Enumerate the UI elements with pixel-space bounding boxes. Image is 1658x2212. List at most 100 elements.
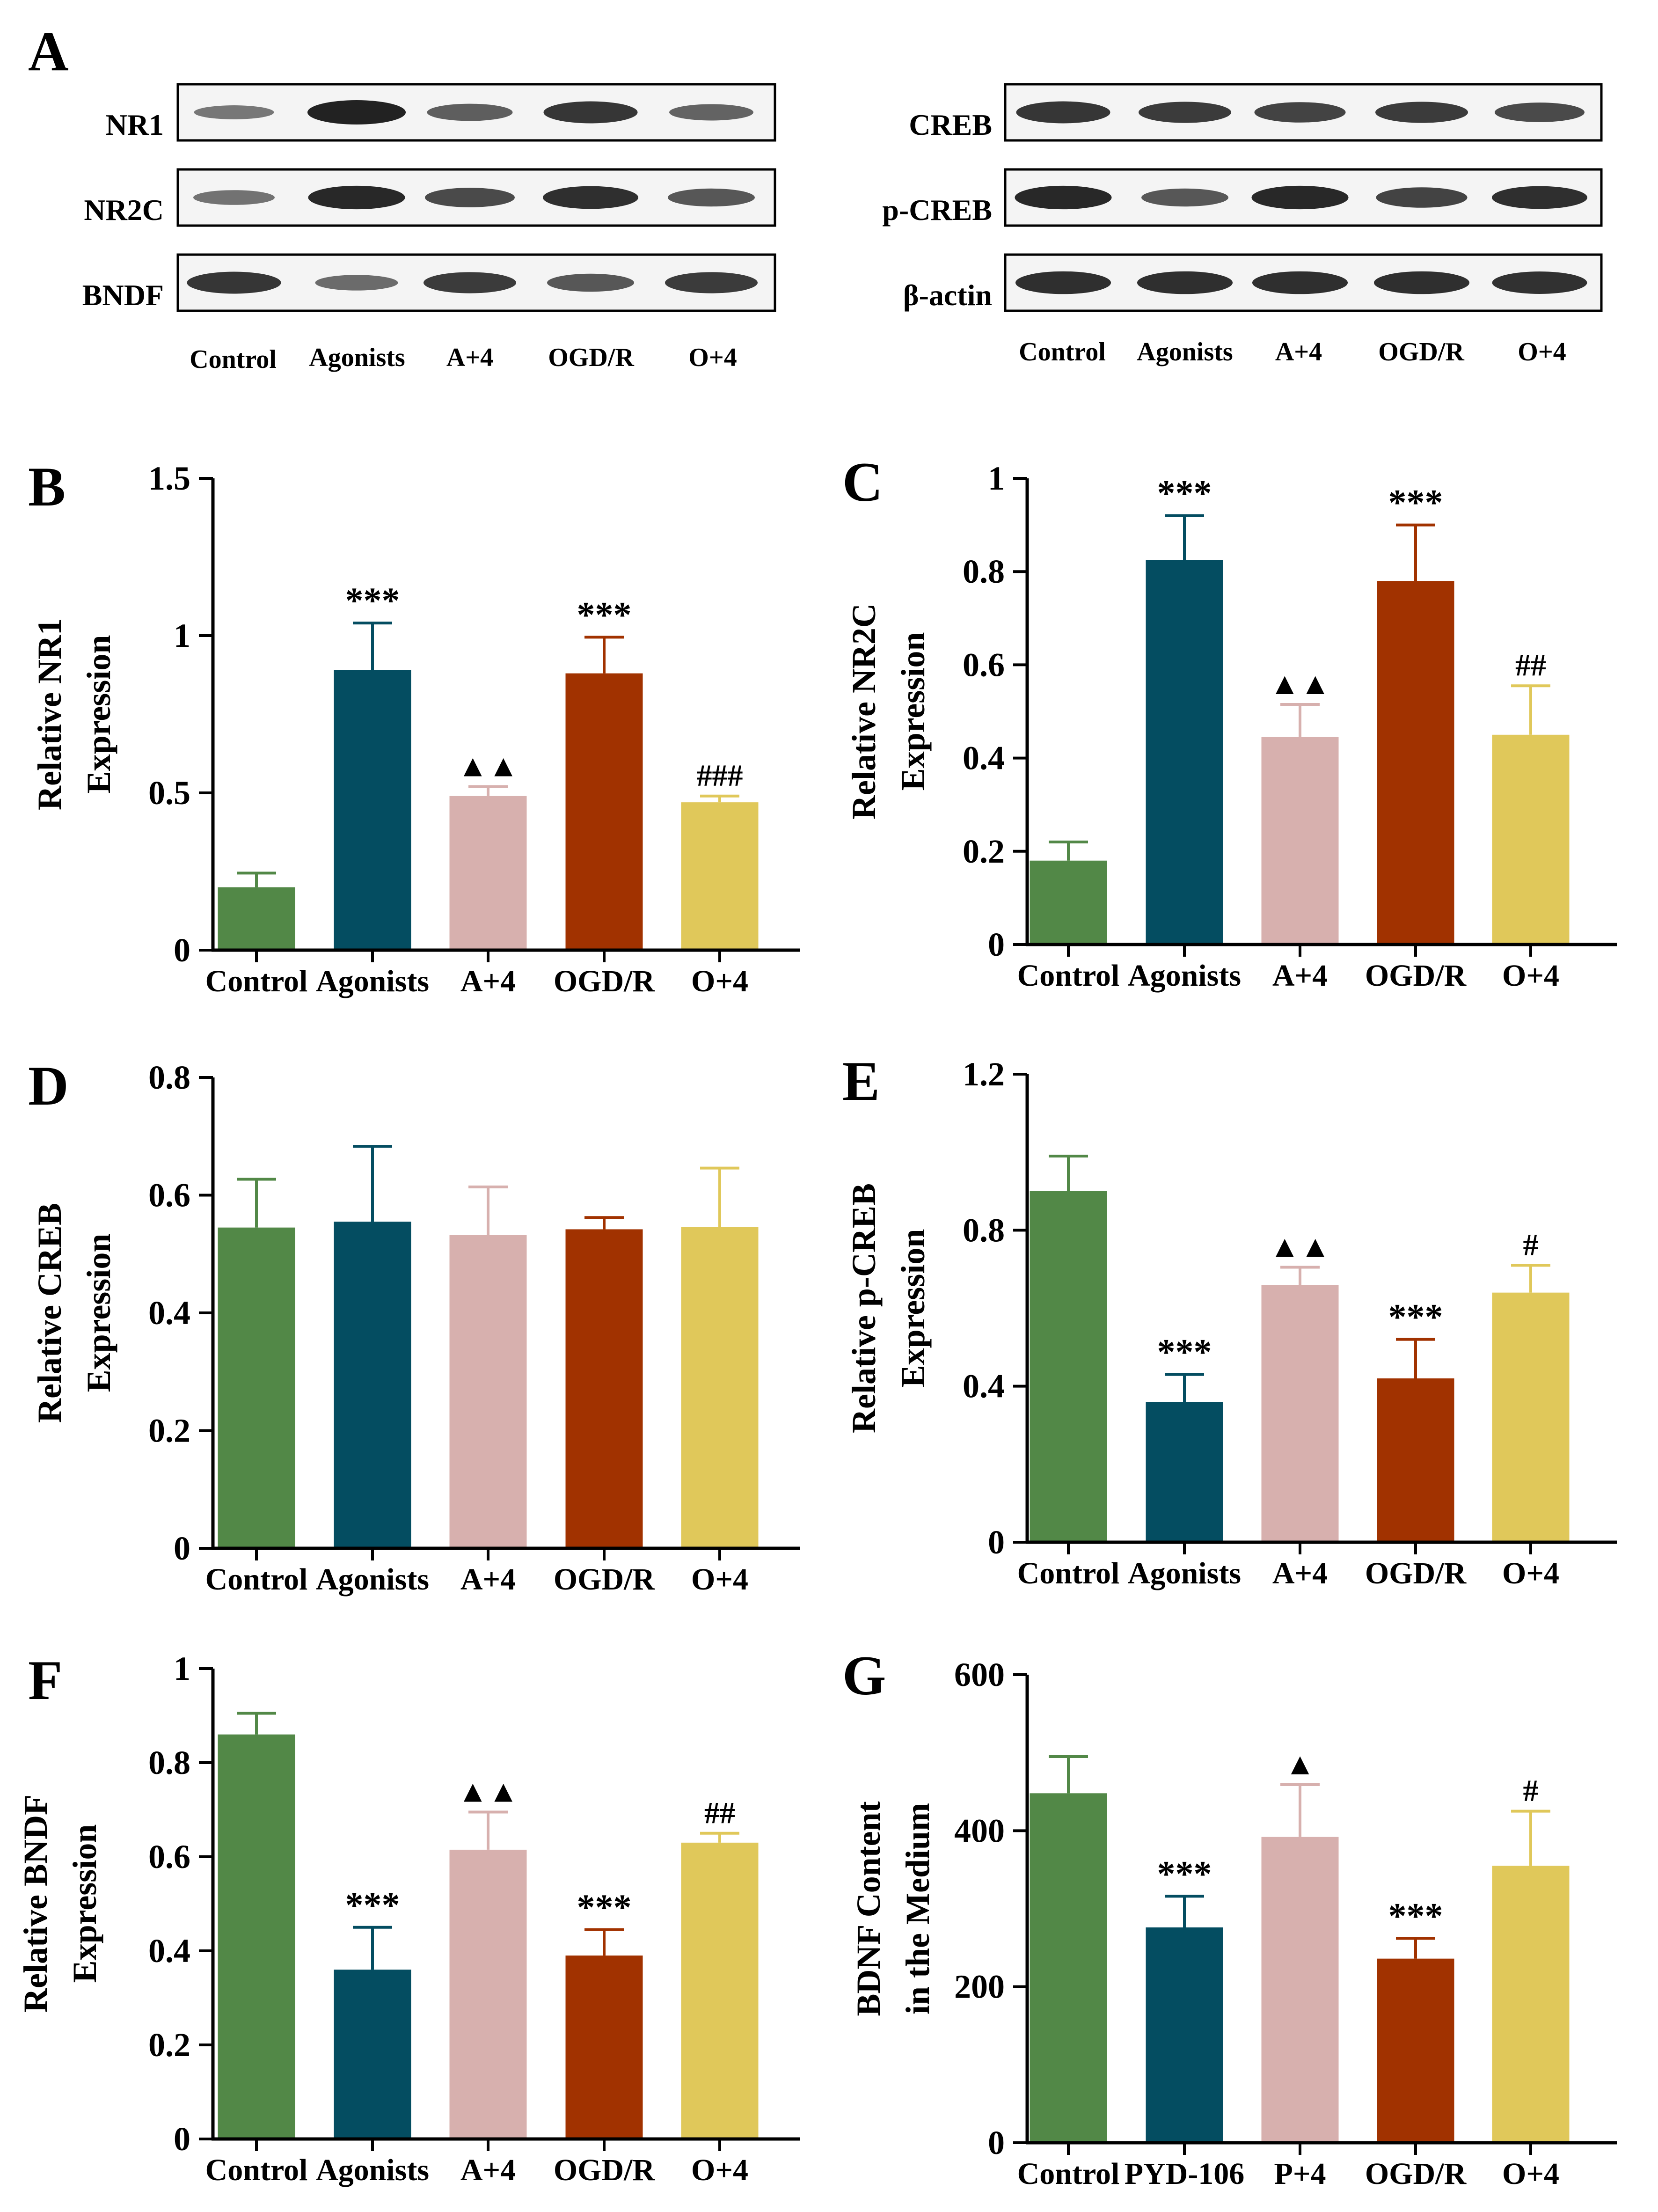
panel-g-ytick-label-1: 200 — [954, 1968, 1005, 2006]
wb-right-band-1-4 — [1492, 186, 1587, 209]
wb-left-band-2-2 — [424, 272, 516, 293]
panel-d-xtick-label-1: Agonists — [316, 1562, 429, 1597]
wb-left-band-1-2 — [425, 188, 515, 207]
panel-f-xtick-label-3: OGD/R — [554, 2153, 656, 2187]
panel-g-bar-0 — [1030, 1793, 1107, 2143]
panel-d-bar-0 — [218, 1227, 295, 1548]
panel-d-ytick-label-4: 0.8 — [148, 1059, 190, 1096]
wb-label-left-2: BNDF — [82, 278, 164, 312]
panel-b-ytick-label-2: 1 — [174, 617, 190, 654]
panel-d-ytick-label-2: 0.4 — [148, 1294, 190, 1332]
panel-f-xtick-label-1: Agonists — [316, 2153, 429, 2187]
wb-right-band-2-3 — [1374, 271, 1469, 294]
panel-d-ytick-label-0: 0 — [174, 1530, 190, 1567]
wb-left-band-1-1 — [308, 185, 405, 210]
panel-g-annotation-3: *** — [1388, 1895, 1443, 1936]
panel-e-bar-0 — [1030, 1191, 1107, 1542]
wb-lane-left-1: Agonists — [309, 343, 405, 372]
wb-left-band-0-4 — [669, 104, 753, 121]
western-blot-left: NR1 NR2C BNDF Control Agonists A+4 OGD/R… — [82, 83, 776, 374]
panel-e-annotation-4: # — [1523, 1228, 1539, 1262]
panel-c-annotation-1: *** — [1157, 473, 1212, 513]
panel-c-bar-2 — [1261, 737, 1339, 945]
wb-label-left-0: NR1 — [106, 108, 164, 141]
panel-e-ylabel-line2: Expression — [894, 1229, 932, 1388]
panel-f-bar-4 — [681, 1842, 759, 2139]
panel-label-b: B — [28, 455, 66, 518]
wb-left-band-2-1 — [315, 275, 398, 291]
panel-e-ylabel-line1: Relative p-CREB — [845, 1183, 883, 1433]
panel-e-xtick-label-3: OGD/R — [1365, 1556, 1467, 1590]
panel-b-bar-4 — [681, 802, 759, 950]
panel-d-ytick-label-1: 0.2 — [148, 1412, 190, 1450]
panel-c-xtick-label-3: OGD/R — [1365, 959, 1467, 993]
panel-b-bar-0 — [218, 887, 295, 950]
panel-f-ylabel-line1: Relative BNDF — [17, 1795, 54, 2013]
panel-c-xtick-label-0: Control — [1017, 959, 1120, 993]
panel-e-ytick-label-0: 0 — [988, 1523, 1005, 1561]
wb-lane-left-4: O+4 — [688, 343, 737, 372]
panel-f-ytick-label-5: 1 — [174, 1650, 190, 1687]
panel-f-xtick-label-0: Control — [205, 2153, 308, 2187]
panel-d-xtick-label-4: O+4 — [691, 1562, 748, 1597]
wb-right-band-0-0 — [1016, 101, 1110, 124]
panel-b-bar-2 — [449, 796, 527, 950]
panel-c-annotation-2: ▲▲ — [1270, 667, 1331, 701]
panel-d-xtick-label-2: A+4 — [460, 1562, 516, 1597]
chart-panel-e: E Control *** Agonists ▲▲ A+4 *** OGD/R # O+4 0 0.… — [842, 1050, 1617, 1590]
wb-left-band-2-0 — [187, 271, 281, 294]
wb-label-right-0: CREB — [909, 108, 992, 141]
panel-b-bar-3 — [565, 673, 643, 950]
wb-lane-left-3: OGD/R — [548, 343, 634, 372]
panel-b-annotation-4: ### — [697, 759, 743, 793]
panel-f-ytick-label-1: 0.2 — [148, 2026, 190, 2064]
panel-b-annotation-3: *** — [577, 594, 632, 635]
panel-c-bar-1 — [1146, 560, 1223, 945]
panel-g-annotation-1: *** — [1157, 1853, 1212, 1894]
panel-b-xtick-label-3: OGD/R — [554, 964, 656, 998]
panel-g-ytick-label-0: 0 — [988, 2124, 1005, 2161]
panel-label-e: E — [842, 1050, 880, 1112]
panel-f-bar-0 — [218, 1734, 295, 2139]
panel-c-ytick-label-1: 0.2 — [963, 833, 1005, 870]
wb-right-band-2-1 — [1137, 271, 1233, 294]
panel-e-xtick-label-2: A+4 — [1272, 1556, 1328, 1590]
panel-e-xtick-label-0: Control — [1017, 1556, 1120, 1590]
panel-b-xtick-label-2: A+4 — [460, 964, 516, 998]
panel-e-ytick-label-1: 0.4 — [963, 1368, 1005, 1405]
panel-c-ytick-label-2: 0.4 — [963, 740, 1005, 777]
panel-b-xtick-label-1: Agonists — [316, 964, 429, 998]
panel-g-bar-4 — [1492, 1866, 1570, 2143]
wb-right-band-2-0 — [1015, 271, 1111, 294]
panel-d-xtick-label-0: Control — [205, 1562, 308, 1597]
panel-e-xtick-label-4: O+4 — [1502, 1556, 1559, 1590]
wb-lane-left-2: A+4 — [446, 343, 493, 372]
panel-c-xtick-label-2: A+4 — [1272, 959, 1328, 993]
wb-right-band-2-2 — [1252, 271, 1348, 294]
panel-g-ylabel-line2: in the Medium — [899, 1803, 936, 2014]
panel-label-a: A — [28, 20, 69, 82]
wb-label-right-1: p-CREB — [882, 193, 992, 227]
panel-c-annotation-4: ## — [1515, 648, 1546, 682]
panel-f-ytick-label-2: 0.4 — [148, 1932, 190, 1970]
panel-c-bar-4 — [1492, 734, 1570, 945]
panel-b-xtick-label-0: Control — [205, 964, 308, 998]
chart-panel-b: B Control *** Agonists ▲▲ A+4 *** OGD/R ### O+4 0… — [28, 455, 800, 998]
panel-c-xtick-label-1: Agonists — [1128, 959, 1241, 993]
panel-f-bar-1 — [334, 1970, 411, 2139]
panel-f-annotation-3: *** — [577, 1887, 632, 1927]
wb-lane-right-3: OGD/R — [1378, 337, 1464, 366]
panel-e-bar-3 — [1377, 1378, 1454, 1542]
wb-lane-right-1: Agonists — [1137, 337, 1233, 366]
panel-label-d: D — [28, 1055, 69, 1117]
panel-label-f: F — [28, 1649, 62, 1711]
wb-right-band-0-2 — [1254, 102, 1346, 123]
panel-f-xtick-label-4: O+4 — [691, 2153, 748, 2187]
wb-label-right-2: β-actin — [903, 278, 992, 312]
wb-right-band-0-4 — [1495, 103, 1585, 122]
wb-left-band-0-0 — [194, 105, 274, 119]
panel-g-bar-3 — [1377, 1958, 1454, 2143]
panel-f-annotation-4: ## — [704, 1796, 735, 1830]
panel-c-ytick-label-5: 1 — [988, 460, 1005, 497]
